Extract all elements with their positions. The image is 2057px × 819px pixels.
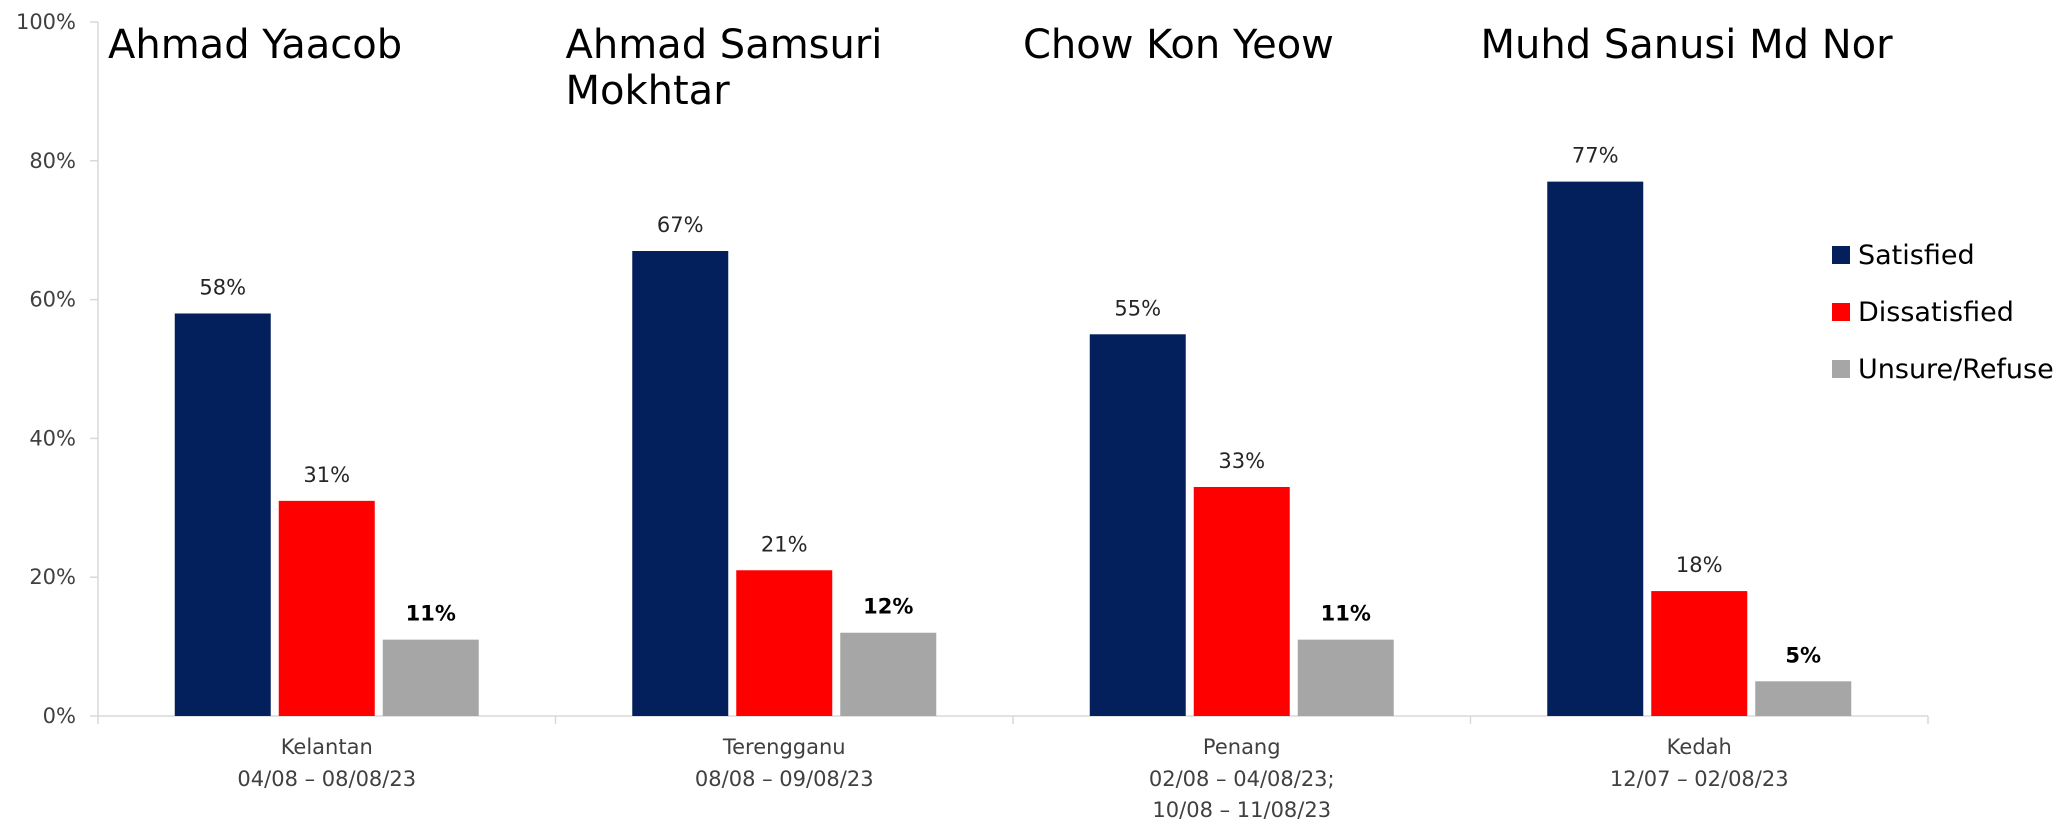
legend-label: Satisfied [1858, 240, 1975, 271]
data-label: 67% [657, 213, 704, 237]
group-titles: Ahmad Yaacob Ahmad Samsuri Mokhtar Chow Kon… [108, 22, 1893, 114]
category-label: Penang [1203, 735, 1281, 759]
legend-label: Dissatisfied [1858, 297, 2014, 328]
bar-unsure-refuse-penang [1297, 639, 1394, 716]
data-label: 55% [1114, 296, 1161, 320]
bar-unsure-refuse-kelantan [382, 639, 479, 716]
y-tick-label: 60% [29, 288, 76, 312]
data-label: 21% [761, 532, 808, 556]
bar-dissatisfied-kedah [1651, 591, 1748, 716]
data-label: 31% [303, 463, 350, 487]
group-title: Ahmad Samsuri Mokhtar [566, 22, 883, 114]
data-label: 18% [1676, 553, 1723, 577]
legend-swatch-dissatisfied [1832, 303, 1850, 321]
data-label: 12% [863, 595, 913, 619]
legend-label: Unsure/Refuse [1858, 354, 2054, 385]
data-label: 33% [1218, 449, 1265, 473]
y-tick-label: 0% [43, 704, 76, 728]
bar-unsure-refuse-terengganu [840, 632, 937, 716]
y-axis: 0% 20% 40% 60% 80% 100% [16, 10, 99, 728]
bars: 58% 31% 11% 67% 21% 12% 55% 33% 11% 77% 18% 5% [174, 144, 1852, 716]
category-label: Kedah [1667, 735, 1732, 759]
category-date: 04/08 – 08/08/23 [237, 767, 416, 791]
legend: Satisfied Dissatisfied Unsure/Refuse [1832, 240, 2054, 385]
data-label: 58% [199, 275, 246, 299]
bar-satisfied-terengganu [632, 251, 729, 716]
legend-swatch-satisfied [1832, 246, 1850, 264]
bar-dissatisfied-penang [1193, 486, 1290, 716]
bar-unsure-refuse-kedah [1755, 681, 1852, 716]
category-date: 08/08 – 09/08/23 [695, 767, 874, 791]
category-label: Terengganu [722, 735, 846, 759]
bar-satisfied-penang [1089, 334, 1186, 716]
category-date: 02/08 – 04/08/23; [1149, 767, 1335, 791]
data-label: 11% [1321, 602, 1371, 626]
data-label: 11% [406, 602, 456, 626]
data-label: 5% [1785, 643, 1821, 667]
group-title: Chow Kon Yeow [1023, 22, 1334, 68]
y-tick-label: 40% [29, 426, 76, 450]
bar-satisfied-kedah [1547, 181, 1644, 716]
y-tick-label: 20% [29, 565, 76, 589]
x-axis: Kelantan 04/08 – 08/08/23 Terengganu 08/08 … [97, 715, 1929, 819]
bar-dissatisfied-kelantan [278, 500, 375, 716]
y-tick-label: 100% [16, 10, 76, 34]
legend-swatch-unsure-refuse [1832, 360, 1850, 378]
bar-dissatisfied-terengganu [736, 570, 833, 716]
y-tick-label: 80% [29, 149, 76, 173]
category-date: 10/08 – 11/08/23 [1152, 798, 1331, 819]
category-label: Kelantan [281, 735, 373, 759]
data-label: 77% [1572, 144, 1619, 168]
category-date: 12/07 – 02/08/23 [1610, 767, 1789, 791]
group-title: Ahmad Yaacob [108, 22, 402, 68]
group-title: Muhd Sanusi Md Nor [1481, 22, 1894, 68]
bar-satisfied-kelantan [174, 313, 271, 716]
